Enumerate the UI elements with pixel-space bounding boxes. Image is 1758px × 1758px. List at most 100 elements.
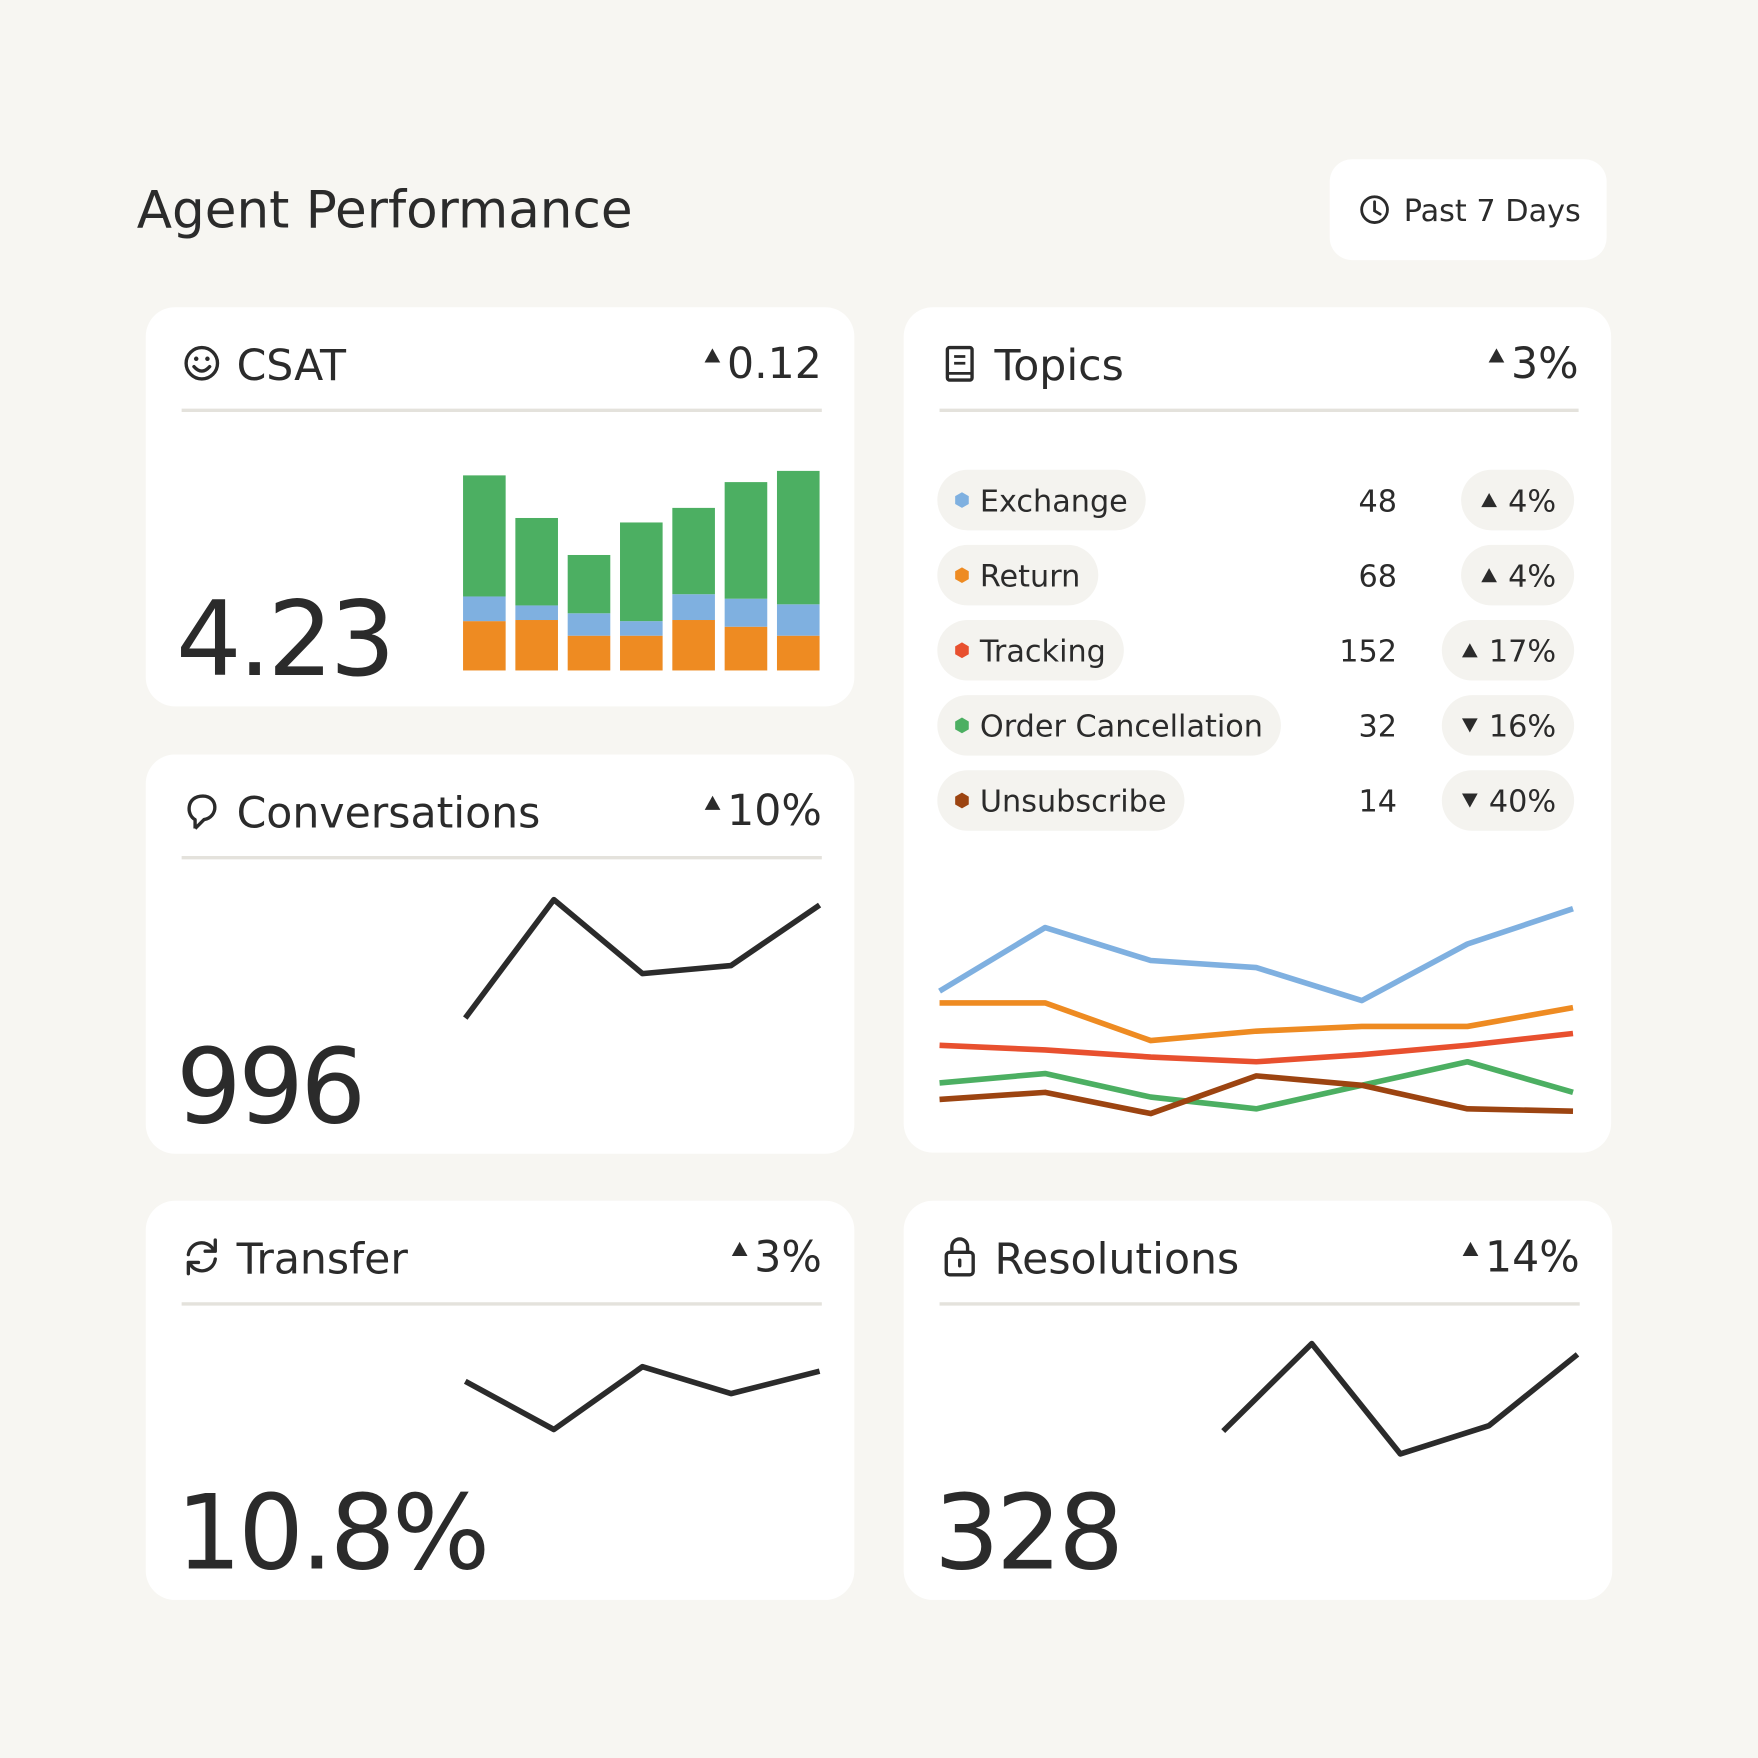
topic-delta-pill (1441, 695, 1575, 756)
topic-delta-arrow (1481, 492, 1497, 508)
topic-count: 48 (1358, 484, 1397, 519)
card-title: Topics (993, 341, 1123, 391)
smiley-icon (184, 345, 220, 381)
card-title: CSAT (237, 341, 347, 391)
topic-pill (937, 695, 1281, 756)
topic-delta: 17% (1489, 634, 1556, 669)
topic-pill (937, 469, 1146, 531)
topic-count: 32 (1358, 710, 1397, 745)
delta-arrow (704, 795, 721, 810)
topic-name: Exchange (980, 484, 1128, 519)
metric-value: 328 (934, 1474, 1121, 1594)
topic-delta-arrow (1481, 568, 1497, 583)
bar-segment (724, 482, 768, 599)
topic-delta: 4% (1508, 559, 1556, 594)
topic-count: 68 (1358, 559, 1397, 594)
topic-pill (937, 770, 1185, 831)
topic-line (939, 1000, 1574, 1044)
card-delta: 10% (727, 786, 822, 836)
topic-name: Order Cancellation (980, 710, 1263, 745)
smiley-eye (205, 356, 210, 362)
chat-icon (187, 794, 217, 830)
topic-delta: 40% (1489, 785, 1556, 820)
topic-count: 14 (1358, 785, 1397, 820)
delta-arrow (1488, 348, 1505, 363)
topic-name: Return (980, 559, 1080, 594)
bar-segment (776, 635, 820, 671)
bar-segment (463, 596, 506, 622)
lock-shackle (950, 1237, 970, 1268)
metric-value: 10.8% (176, 1474, 487, 1594)
refresh-arrow (186, 1238, 217, 1276)
range-button[interactable] (1329, 159, 1607, 261)
topic-delta-pill (1461, 544, 1575, 606)
topic-name: Tracking (979, 634, 1106, 669)
topic-delta-arrow (1461, 718, 1478, 733)
bar-segment (515, 605, 558, 621)
topic-marker (955, 792, 969, 809)
topic-name: Unsubscribe (980, 785, 1167, 820)
sparkline (1221, 1340, 1580, 1457)
card-delta: 14% (1485, 1232, 1580, 1282)
bar-segment (620, 621, 663, 636)
bar-segment (567, 635, 611, 671)
card-delta: 0.12 (727, 339, 822, 389)
clock-icon (1360, 195, 1389, 224)
bar-segment (620, 635, 663, 671)
bar-segment (672, 594, 715, 621)
topic-pill (937, 544, 1099, 606)
sparkline (463, 1363, 821, 1433)
bar-segment (463, 621, 506, 671)
card-delta: 3% (754, 1232, 822, 1282)
delta-arrow (1462, 1241, 1479, 1257)
topic-marker (955, 642, 969, 659)
topic-delta-pill (1461, 469, 1575, 531)
bar-segment (724, 598, 768, 627)
bar-segment (620, 522, 663, 622)
topic-marker (955, 717, 969, 734)
topic-line (939, 1058, 1574, 1112)
sparkline (463, 896, 822, 1020)
metric-value: 996 (176, 1027, 363, 1147)
bar-segment (776, 470, 820, 605)
book-lines (947, 355, 973, 375)
lock-icon (944, 1250, 975, 1277)
delta-arrow (704, 348, 721, 363)
bar-segment (672, 507, 715, 595)
topic-line (938, 906, 1574, 1004)
bar-segment (724, 626, 768, 671)
range-label[interactable]: Past 7 Days (1404, 194, 1581, 229)
topic-line (939, 1073, 1574, 1117)
bar-segment (776, 604, 820, 636)
bar-segment (515, 517, 558, 606)
page-title: Agent Performance (137, 181, 633, 241)
card (145, 754, 855, 1154)
card-title: Conversations (237, 788, 541, 838)
topic-count: 152 (1339, 634, 1397, 669)
bar-segment (463, 475, 506, 597)
bar-segment (567, 613, 611, 636)
topic-marker (955, 567, 969, 584)
topic-delta: 16% (1489, 710, 1556, 745)
refresh-icon (186, 1241, 217, 1273)
card-title: Resolutions (994, 1235, 1239, 1285)
topic-delta-arrow (1461, 643, 1478, 658)
topic-marker (955, 492, 969, 508)
card-delta: 3% (1511, 339, 1579, 389)
smiley-mouth (192, 364, 212, 373)
topic-delta-arrow (1461, 793, 1478, 808)
bar-segment (515, 620, 558, 671)
topic-pill (937, 620, 1124, 681)
topic-delta-pill (1441, 620, 1575, 681)
metric-value: 4.23 (176, 580, 392, 700)
clock-hands (1373, 200, 1382, 216)
topic-delta: 4% (1508, 484, 1556, 519)
delta-arrow (731, 1241, 748, 1257)
topic-line (939, 1030, 1574, 1065)
topic-delta-pill (1441, 770, 1575, 831)
card-title: Transfer (236, 1235, 409, 1285)
book-icon (945, 345, 974, 382)
bar-segment (672, 620, 715, 671)
